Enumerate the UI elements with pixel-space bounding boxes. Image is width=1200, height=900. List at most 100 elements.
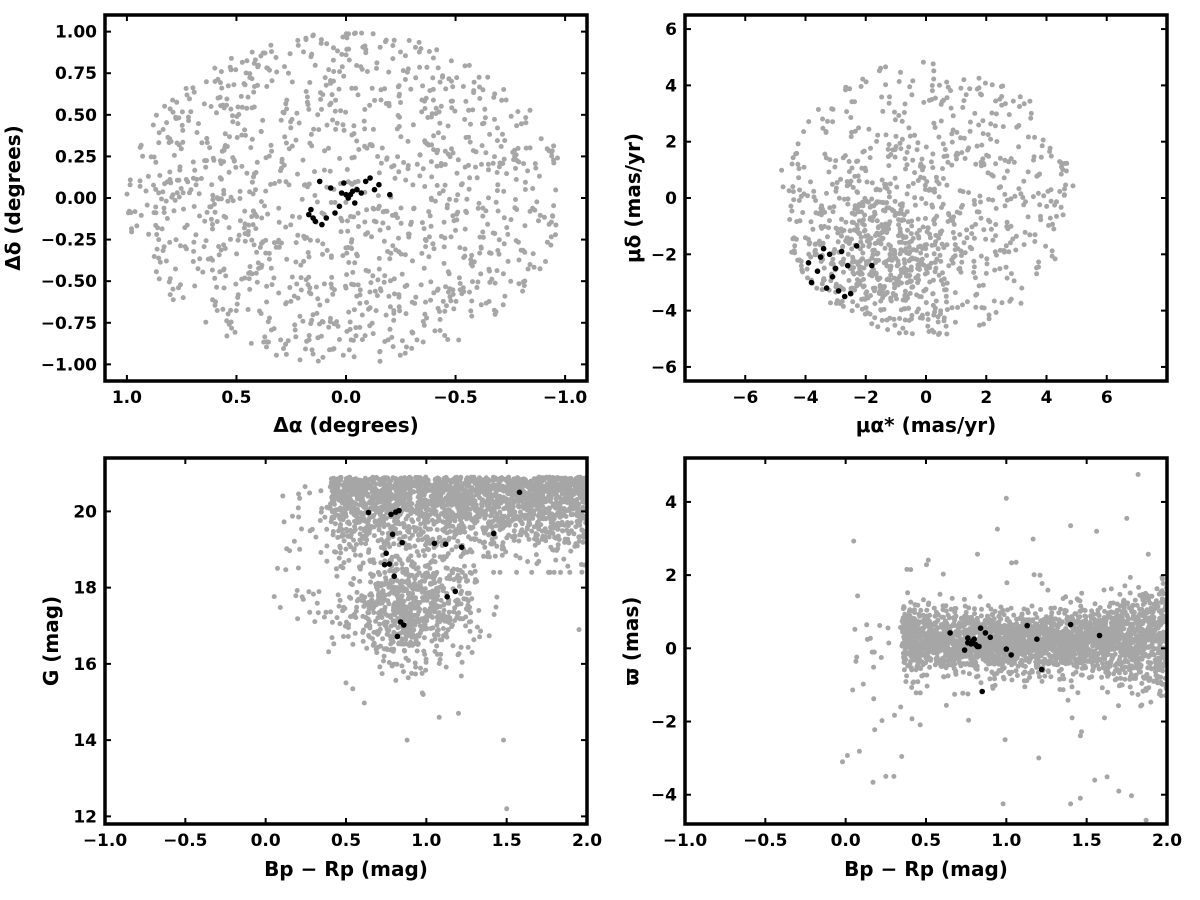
- field-star-point: [826, 225, 831, 231]
- field-star-point: [360, 638, 366, 644]
- field-star-point: [505, 519, 511, 525]
- field-star-point: [457, 567, 463, 573]
- field-star-point: [361, 603, 367, 609]
- field-star-point: [915, 140, 921, 146]
- field-star-point: [423, 238, 429, 244]
- field-star-point: [247, 75, 253, 80]
- field-star-point: [988, 121, 994, 127]
- field-star-point: [923, 216, 928, 221]
- field-star-point: [410, 182, 416, 188]
- field-star-point: [1002, 191, 1008, 197]
- field-star-point: [915, 178, 921, 183]
- field-star-point: [529, 528, 535, 534]
- field-star-point: [334, 120, 340, 126]
- field-star-point: [907, 84, 913, 90]
- field-star-point: [344, 167, 350, 172]
- field-star-point: [269, 78, 275, 84]
- field-star-point: [908, 256, 914, 262]
- field-star-point: [162, 103, 168, 109]
- field-star-point: [249, 179, 255, 185]
- field-star-point: [433, 111, 439, 117]
- field-star-point: [516, 281, 522, 287]
- field-star-point: [866, 258, 872, 264]
- field-star-point: [522, 278, 528, 284]
- field-star-point: [379, 520, 385, 526]
- field-star-point: [326, 649, 332, 655]
- field-star-point: [410, 122, 416, 128]
- field-star-point: [955, 151, 961, 157]
- field-star-point: [412, 543, 418, 549]
- member-star-point: [352, 200, 358, 206]
- field-star-point: [199, 140, 205, 146]
- field-star-point: [329, 635, 335, 641]
- field-star-point: [1028, 110, 1034, 116]
- field-star-point: [247, 264, 253, 270]
- field-star-point: [877, 187, 883, 193]
- field-star-point: [546, 495, 552, 501]
- field-star-point: [415, 516, 421, 522]
- field-star-point: [195, 266, 201, 272]
- field-star-point: [956, 266, 962, 272]
- field-star-point: [832, 164, 838, 170]
- field-star-point: [522, 530, 528, 536]
- field-star-point: [581, 534, 587, 540]
- field-star-point: [1013, 233, 1019, 239]
- field-star-point: [364, 300, 369, 305]
- field-star-point: [555, 155, 560, 161]
- field-star-point: [850, 299, 856, 305]
- field-star-point: [368, 477, 373, 483]
- field-star-point: [428, 195, 434, 201]
- field-star-point: [514, 123, 520, 129]
- field-star-point: [178, 146, 184, 152]
- field-star-point: [173, 237, 179, 243]
- field-star-point: [279, 165, 284, 171]
- y-axis-label: μδ (mas/yr): [621, 133, 645, 263]
- field-star-point: [422, 563, 428, 569]
- field-star-point: [347, 319, 353, 325]
- field-star-point: [993, 310, 999, 315]
- field-star-point: [462, 246, 468, 252]
- field-star-point: [459, 291, 465, 297]
- field-star-point: [338, 508, 344, 513]
- field-star-point: [315, 238, 321, 244]
- field-star-point: [980, 131, 986, 137]
- field-star-point: [345, 634, 351, 639]
- x-tick-label: −1.0: [543, 388, 588, 408]
- field-star-point: [862, 311, 868, 317]
- field-star-point: [450, 84, 456, 90]
- field-star-point: [932, 259, 938, 265]
- field-star-point: [950, 230, 956, 235]
- field-star-point: [1021, 242, 1027, 248]
- field-star-point: [290, 213, 295, 219]
- field-star-point: [943, 323, 949, 329]
- field-star-point: [496, 504, 502, 510]
- member-star-point: [336, 203, 343, 210]
- field-star-point: [380, 220, 386, 226]
- field-star-point: [463, 98, 469, 104]
- field-star-point: [1032, 134, 1038, 140]
- field-star-point: [548, 234, 554, 240]
- field-star-point: [239, 59, 245, 65]
- field-star-point: [949, 305, 955, 311]
- field-star-point: [397, 308, 403, 314]
- field-star-point: [882, 227, 888, 233]
- field-star-point: [239, 132, 245, 138]
- field-star-point: [413, 75, 419, 81]
- field-star-point: [200, 269, 206, 275]
- field-star-point: [527, 107, 533, 113]
- field-star-point: [242, 221, 248, 227]
- field-star-point: [1062, 186, 1067, 192]
- member-star-point: [312, 218, 319, 225]
- field-star-point: [515, 109, 521, 115]
- field-star-point: [1031, 154, 1037, 160]
- field-star-point: [174, 177, 180, 183]
- field-star-point: [892, 117, 898, 123]
- field-star-point: [986, 153, 992, 159]
- field-star-point: [849, 259, 855, 265]
- field-star-point: [845, 201, 851, 207]
- field-star-point: [791, 197, 797, 203]
- field-star-point: [536, 504, 542, 510]
- field-star-point: [224, 333, 230, 339]
- field-star-point: [422, 553, 428, 559]
- field-star-point: [438, 161, 444, 166]
